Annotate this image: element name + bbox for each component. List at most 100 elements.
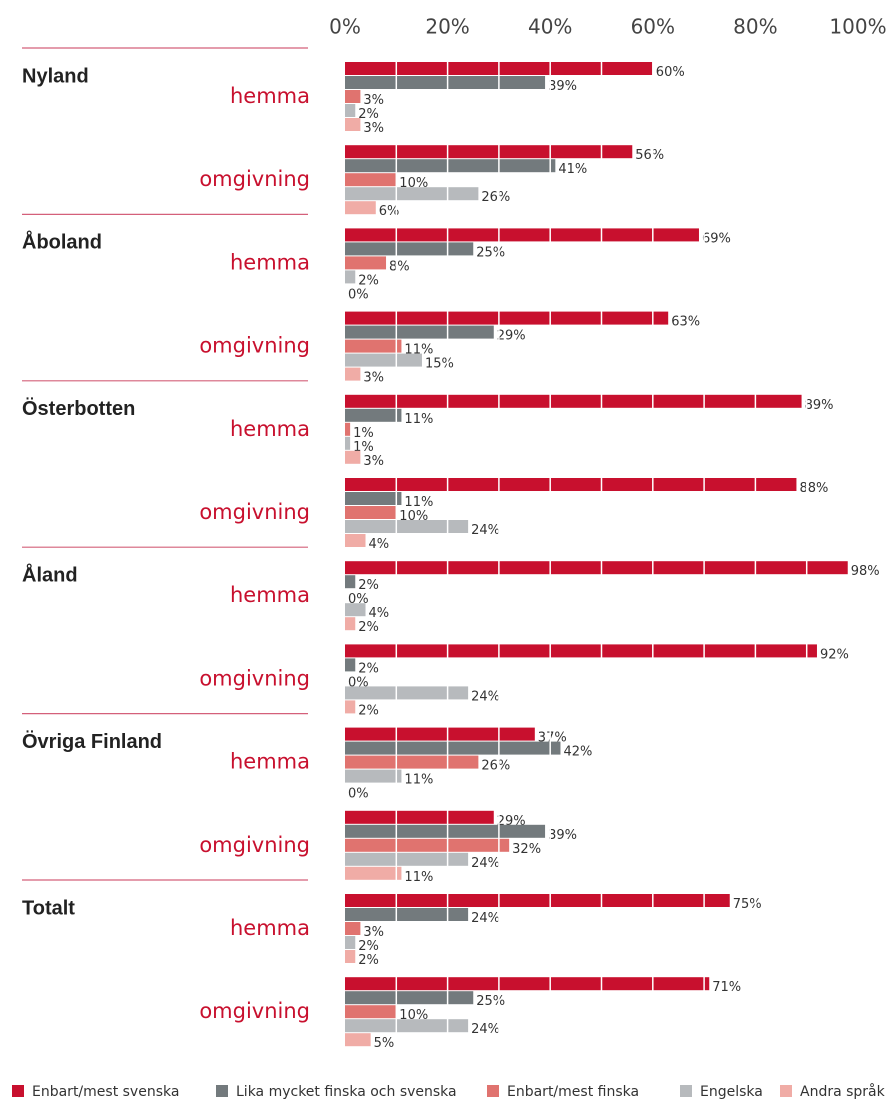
group-label: Övriga Finland — [22, 730, 162, 753]
data-label: 0% — [348, 787, 369, 802]
bar — [345, 700, 356, 714]
data-label: 39% — [548, 828, 577, 843]
x-tick-label: 20% — [425, 15, 469, 39]
bar — [345, 950, 356, 963]
x-tick-label: 60% — [631, 15, 675, 39]
category-label: hemma — [230, 583, 310, 607]
group-label: Åboland — [22, 230, 102, 254]
bar — [345, 991, 474, 1005]
bar — [345, 936, 356, 949]
bar — [345, 339, 402, 353]
data-label: 75% — [733, 897, 762, 912]
bar — [345, 506, 397, 519]
data-label: 89% — [805, 398, 834, 413]
x-tick-label: 0% — [329, 15, 361, 39]
bar — [345, 422, 351, 436]
bar — [345, 908, 469, 921]
bar — [345, 741, 561, 755]
bar — [345, 824, 546, 838]
data-label: 24% — [471, 689, 500, 704]
bar — [345, 617, 356, 631]
data-label: 2% — [358, 703, 379, 718]
data-label: 15% — [425, 357, 454, 372]
bar — [345, 367, 361, 381]
group-label: Totalt — [22, 897, 75, 919]
data-label: 25% — [476, 994, 505, 1009]
x-tick-label: 80% — [733, 15, 777, 39]
data-label: 0% — [348, 287, 369, 302]
category-label: omgivning — [199, 999, 310, 1023]
data-label: 8% — [389, 259, 410, 274]
data-label: 4% — [369, 606, 390, 621]
bar — [345, 311, 669, 325]
bar — [345, 1005, 397, 1019]
bar — [345, 436, 351, 450]
x-tick-label: 40% — [528, 15, 572, 39]
legend-swatch — [780, 1085, 792, 1097]
data-label: 2% — [358, 620, 379, 635]
group-label: Nyland — [22, 65, 89, 87]
legend-swatch — [487, 1085, 499, 1097]
data-label: 24% — [471, 1022, 500, 1037]
data-label: 88% — [799, 481, 828, 496]
group-label: Åland — [22, 562, 78, 586]
bar — [345, 76, 546, 89]
data-label: 4% — [369, 537, 390, 552]
data-label: 5% — [374, 1036, 395, 1051]
bar — [345, 90, 361, 103]
legend-swatch — [12, 1085, 24, 1097]
data-label: 25% — [476, 245, 505, 260]
category-label: omgivning — [199, 666, 310, 690]
bar — [345, 173, 397, 187]
data-label: 63% — [671, 315, 700, 330]
legend-swatch — [216, 1085, 228, 1097]
legend-label: Andra språk — [800, 1083, 886, 1100]
data-label: 3% — [363, 93, 384, 108]
data-label: 24% — [471, 856, 500, 871]
bar — [345, 852, 469, 866]
bar — [345, 325, 494, 339]
category-label: hemma — [230, 750, 310, 774]
bar — [345, 408, 402, 422]
bar — [345, 534, 366, 547]
category-label: omgivning — [199, 500, 310, 524]
legend-swatch — [680, 1085, 692, 1097]
data-label: 11% — [404, 495, 433, 510]
data-label: 2% — [358, 953, 379, 968]
data-label: 11% — [404, 773, 433, 788]
bar — [345, 977, 710, 991]
bar — [345, 353, 422, 367]
bar — [345, 644, 817, 658]
bar — [345, 922, 361, 935]
bar — [345, 810, 494, 824]
data-label: 56% — [635, 148, 664, 163]
bar — [345, 1019, 469, 1033]
bar — [345, 104, 356, 117]
data-label: 2% — [358, 661, 379, 676]
bar — [345, 242, 474, 256]
category-label: hemma — [230, 417, 310, 441]
bar — [345, 394, 802, 408]
data-label: 41% — [558, 162, 587, 177]
bar — [345, 603, 366, 617]
bar — [345, 727, 535, 741]
bar — [345, 450, 361, 464]
data-label: 3% — [363, 454, 384, 469]
data-label: 60% — [656, 65, 685, 80]
bar — [345, 686, 469, 700]
group-label: Österbotten — [22, 397, 135, 420]
data-label: 11% — [404, 870, 433, 885]
data-label: 69% — [702, 231, 731, 246]
bar — [345, 478, 797, 491]
bar — [345, 256, 387, 270]
bar — [345, 201, 376, 215]
bar — [345, 492, 402, 505]
data-label: 2% — [358, 578, 379, 593]
data-label: 6% — [379, 204, 400, 219]
data-label: 42% — [563, 745, 592, 760]
category-label: hemma — [230, 916, 310, 940]
data-label: 11% — [404, 412, 433, 427]
data-label: 26% — [481, 190, 510, 205]
bar — [345, 769, 402, 783]
